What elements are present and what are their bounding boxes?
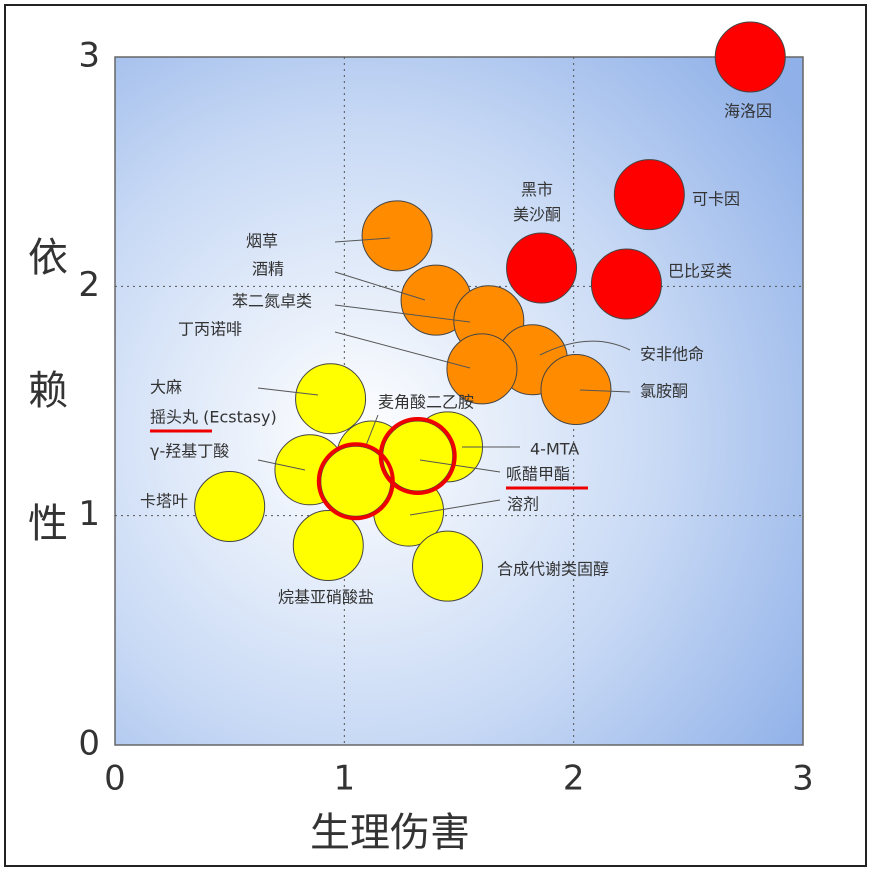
y-tick-label: 2 [78, 265, 100, 305]
point-label: 巴比妥类 [668, 262, 732, 281]
y-tick-label: 1 [78, 494, 100, 534]
point-label: 烷基亚硝酸盐 [278, 588, 374, 607]
leader-line [409, 499, 501, 516]
bubble [613, 159, 685, 231]
point-label: 海洛因 [724, 102, 772, 121]
leader-line [539, 340, 631, 356]
point-label: 哌醋甲酯 [506, 465, 570, 484]
point-label: 4-MTA [530, 440, 579, 459]
leader-line [579, 389, 631, 393]
bubble [714, 21, 786, 93]
leader-line [334, 271, 426, 301]
point-label: 黑市美沙酮 [513, 180, 561, 224]
point-label: 卡塔叶 [140, 492, 188, 511]
leader-line [334, 331, 471, 369]
point-label: 摇头丸 (Ecstasy) [150, 408, 277, 427]
bubble [292, 509, 364, 581]
leader-line [364, 414, 379, 449]
point-label: 丁丙诺啡 [178, 320, 242, 339]
point-label: 氯胺酮 [640, 382, 688, 401]
bubble [506, 232, 578, 304]
bubble [194, 470, 266, 542]
plot-area [114, 56, 804, 746]
leader-line [257, 459, 306, 471]
bubble [361, 200, 433, 272]
y-axis-label: 依赖性 [28, 235, 68, 547]
point-label: 酒精 [252, 260, 284, 279]
point-label: 烟草 [246, 232, 278, 251]
highlight-ring [378, 417, 457, 496]
point-label: 溶剂 [507, 495, 539, 514]
leader-line [334, 237, 391, 243]
bubble [540, 354, 612, 426]
point-label: 苯二氮卓类 [232, 292, 312, 311]
x-tick-label: 3 [792, 759, 814, 799]
point-label: 合成代谢类固醇 [497, 560, 609, 579]
leader-line [257, 387, 319, 396]
x-axis-label: 生理伤害 [310, 810, 470, 856]
x-tick-label: 2 [563, 759, 585, 799]
point-label: 麦角酸二乙胺 [378, 393, 474, 412]
y-tick-label: 0 [78, 724, 100, 764]
point-label: 大麻 [150, 378, 182, 397]
point-label: 安非他命 [640, 345, 704, 364]
bubble [295, 363, 367, 435]
x-tick-label: 1 [334, 759, 356, 799]
bubble [446, 333, 518, 405]
leader-line [419, 459, 501, 473]
x-tick-label: 0 [104, 759, 126, 799]
bubble [412, 530, 484, 602]
y-tick-label: 3 [78, 36, 100, 76]
point-label: 可卡因 [692, 190, 740, 209]
bubble [590, 248, 662, 320]
leader-line [334, 304, 471, 323]
point-label: γ-羟基丁酸 [150, 442, 229, 461]
